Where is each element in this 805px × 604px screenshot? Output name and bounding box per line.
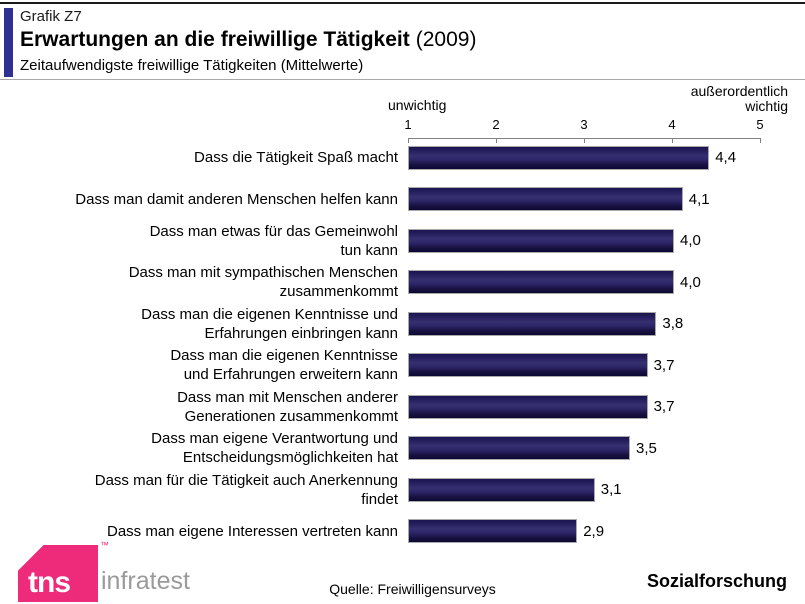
category-label: Dass man die eigenen Kenntnisse und Erfah… xyxy=(170,347,398,384)
bar-wrap: 3,1 xyxy=(408,469,622,511)
axis-tick xyxy=(584,138,585,143)
axis-min-label: unwichtig xyxy=(388,97,447,113)
top-rule xyxy=(0,2,805,4)
value-label: 3,7 xyxy=(653,356,675,374)
bar-wrap: 3,5 xyxy=(408,428,657,470)
page-title: Erwartungen an die freiwillige Tätigkeit… xyxy=(20,28,476,52)
bar-row: Dass man eigene Interessen vertreten kan… xyxy=(0,511,805,553)
axis-tick-label: 2 xyxy=(492,117,500,132)
page-title-main: Erwartungen an die freiwillige Tätigkeit xyxy=(20,28,410,51)
chart-number: Grafik Z7 xyxy=(20,8,82,25)
source-note: Quelle: Freiwilligensurveys xyxy=(329,581,496,597)
bar-wrap: 3,7 xyxy=(408,345,674,387)
trademark-symbol: ™ xyxy=(100,540,109,550)
bar xyxy=(408,270,674,295)
bar-wrap: 4,0 xyxy=(408,220,701,262)
page-title-year: (2009) xyxy=(415,28,477,51)
bar xyxy=(408,311,657,336)
bar-wrap: 2,9 xyxy=(408,511,604,553)
axis-tick-label: 5 xyxy=(756,117,764,132)
category-label: Dass man die eigenen Kenntnisse und Erfah… xyxy=(141,305,398,342)
bar-wrap: 4,4 xyxy=(408,137,736,179)
category-label: Dass man etwas für das Gemeinwohl tun kan… xyxy=(149,222,398,259)
bar-row: Dass man mit sympathischen Menschen zusam… xyxy=(0,262,805,304)
category-label: Dass man eigene Interessen vertreten kan… xyxy=(107,522,398,540)
bar-row: Dass man für die Tätigkeit auch Anerkenn… xyxy=(0,469,805,511)
header-rule xyxy=(0,79,805,80)
value-label: 4,4 xyxy=(715,149,737,167)
axis-tick-label: 4 xyxy=(668,117,676,132)
value-label: 4,1 xyxy=(688,190,710,208)
axis-area: unwichtig außerordentlich wichtig 1 2 3 4 5 xyxy=(388,84,788,144)
bar-wrap: 3,7 xyxy=(408,386,674,428)
value-label: 3,5 xyxy=(636,439,657,457)
value-label: 3,7 xyxy=(653,398,675,416)
bar-wrap: 3,8 xyxy=(408,303,683,345)
bar-wrap: 4,0 xyxy=(408,262,701,304)
axis-tick-label: 3 xyxy=(580,117,588,132)
bar xyxy=(408,436,630,461)
bar xyxy=(408,228,674,253)
bar xyxy=(408,353,648,378)
bar-row: Dass man etwas für das Gemeinwohl tun kan… xyxy=(0,220,805,262)
category-label: Dass man mit sympathischen Menschen zusam… xyxy=(128,264,398,301)
bar-row: Dass man die eigenen Kenntnisse und Erfah… xyxy=(0,345,805,387)
bar xyxy=(408,477,595,502)
axis-tick xyxy=(496,138,497,143)
bar-rows: Dass die Tätigkeit Spaß macht 4,4 Dass m… xyxy=(0,137,805,552)
value-label: 2,9 xyxy=(583,522,605,540)
category-label: Dass man damit anderen Menschen helfen k… xyxy=(75,190,398,208)
tns-logo-text: tns xyxy=(28,566,71,599)
bar xyxy=(408,145,710,170)
category-label: Dass man eigene Verantwortung und Entsche… xyxy=(151,430,398,467)
value-label: 3,8 xyxy=(662,315,684,333)
axis-tick xyxy=(672,138,673,143)
category-label: Dass man mit Menschen anderer Generatione… xyxy=(177,388,398,425)
bar xyxy=(408,187,683,212)
axis-tick xyxy=(408,138,409,143)
infratest-logo-text: infratest xyxy=(101,567,190,595)
category-label: Dass man für die Tätigkeit auch Anerkenn… xyxy=(94,471,398,508)
value-label: 4,0 xyxy=(680,232,701,250)
value-label: 3,1 xyxy=(600,481,622,499)
bar-row: Dass man eigene Verantwortung und Entsche… xyxy=(0,428,805,470)
bar xyxy=(408,394,648,419)
axis-tick xyxy=(760,138,761,143)
bar xyxy=(408,519,578,544)
axis-tick-label: 1 xyxy=(404,117,412,132)
value-label: 4,0 xyxy=(680,273,701,291)
bar-row: Dass man mit Menschen anderer Generatione… xyxy=(0,386,805,428)
tns-infratest-logo: tns ™ infratest xyxy=(18,540,190,602)
bar-row: Dass man damit anderen Menschen helfen k… xyxy=(0,179,805,221)
category-label: Dass die Tätigkeit Spaß macht xyxy=(194,149,398,167)
axis-max-label: außerordentlich wichtig xyxy=(690,83,788,114)
division-label: Sozialforschung xyxy=(646,571,787,591)
bar-row: Dass die Tätigkeit Spaß macht 4,4 xyxy=(0,137,805,179)
header-accent-bar xyxy=(4,8,13,77)
bar-row: Dass man die eigenen Kenntnisse und Erfah… xyxy=(0,303,805,345)
bar-wrap: 4,1 xyxy=(408,179,710,221)
page-subtitle: Zeitaufwendigste freiwillige Tätigkeiten… xyxy=(20,57,364,74)
